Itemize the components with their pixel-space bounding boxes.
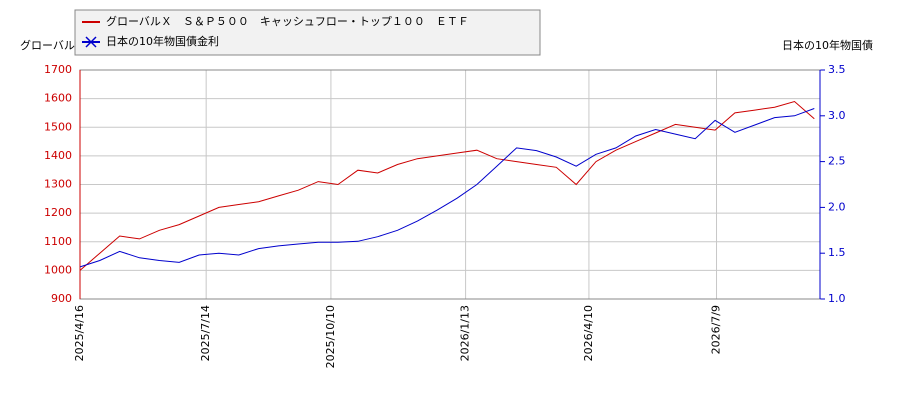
data-line — [79, 100, 815, 271]
x-tick-label: 2025/4/16 — [73, 305, 86, 361]
y2-tick-label: 1.0 — [828, 292, 846, 305]
y-tick-label: 1100 — [44, 235, 72, 248]
legend-label: グローバルＸ Ｓ＆Ｐ５００ キャッシュフロー・トップ１００ ＥＴＦ — [106, 14, 469, 28]
legend-label: 日本の10年物国債金利 — [106, 34, 219, 48]
y-tick-label: 1600 — [44, 92, 72, 105]
y-tick-label: 900 — [51, 292, 72, 305]
y2-tick-label: 1.5 — [828, 246, 846, 259]
x-tick-label: 2026/7/9 — [710, 305, 723, 354]
legend-marker — [85, 36, 97, 48]
x-tick-label: 2026/1/13 — [459, 305, 472, 361]
y-tick-label: 1000 — [44, 263, 72, 276]
y2-tick-label: 2.0 — [828, 200, 846, 213]
y2-tick-label: 3.0 — [828, 109, 846, 122]
y-tick-label: 1700 — [44, 63, 72, 76]
y2-axis-title: 日本の10年物国債 — [782, 38, 873, 52]
legend: グローバルＸ Ｓ＆Ｐ５００ キャッシュフロー・トップ１００ ＥＴＦ 日本の10年物… — [74, 9, 541, 56]
y-tick-label: 1200 — [44, 206, 72, 219]
y2-tick-label: 2.5 — [828, 155, 846, 168]
y-tick-label: 1400 — [44, 149, 72, 162]
y-tick-label: 1500 — [44, 120, 72, 133]
y2-tick-label: 3.5 — [828, 63, 846, 76]
data-line — [79, 108, 815, 268]
x-tick-label: 2026/4/10 — [582, 305, 595, 361]
x-tick-label: 2025/10/10 — [324, 305, 337, 368]
legend-box — [74, 9, 541, 56]
x-tick-label: 2025/7/14 — [199, 305, 212, 361]
y-tick-label: 1300 — [44, 178, 72, 191]
